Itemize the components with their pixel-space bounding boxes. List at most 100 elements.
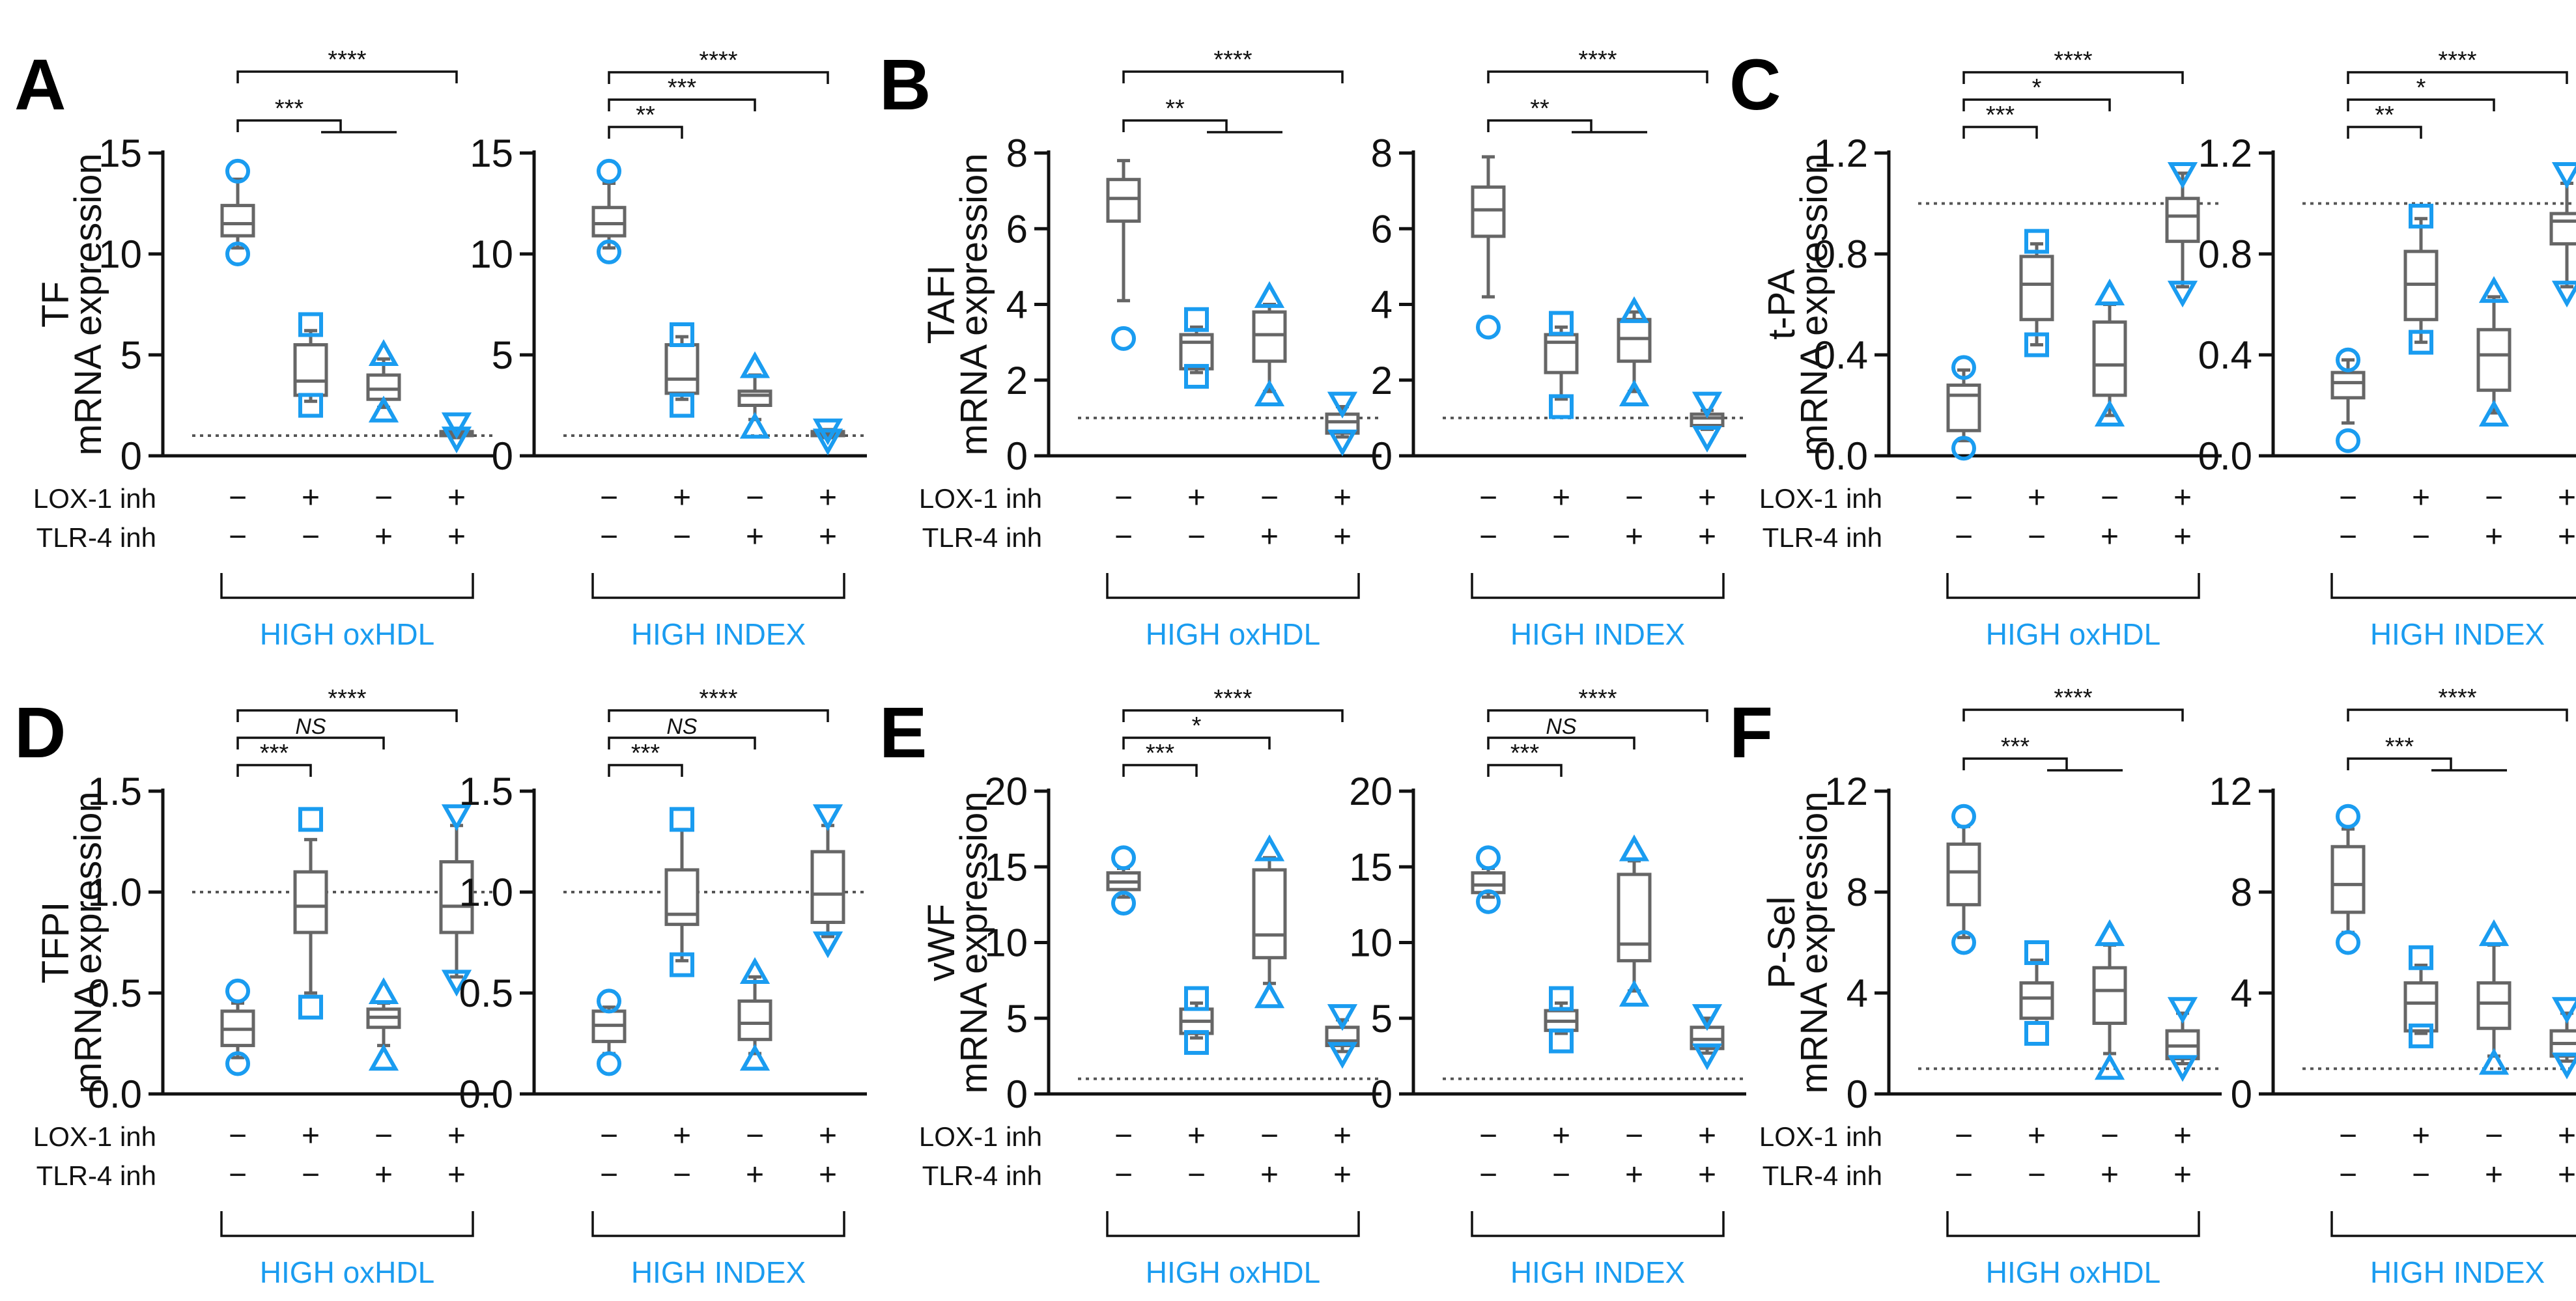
bracket — [1122, 70, 1344, 83]
y-axis-title: TAFI — [920, 265, 963, 344]
outlier-circle — [1951, 804, 1976, 829]
y-tick-label: 6 — [1371, 207, 1393, 251]
box-3 — [2092, 278, 2127, 427]
outlier-square — [2409, 1023, 2433, 1048]
outlier-square — [298, 312, 323, 337]
outlier-invtriangle — [2551, 1052, 2576, 1080]
box-iqr — [2549, 212, 2576, 245]
outlier-square — [2024, 229, 2049, 254]
tlr4-sign: − — [1187, 520, 1206, 554]
outlier-invtriangle — [1327, 1042, 1358, 1069]
box-iqr — [737, 999, 772, 1041]
y-axis-subtitle: mRNA expression — [953, 153, 995, 455]
y-axis-title: TFPI — [35, 902, 77, 984]
row-label-tlr4: TLR-4 inh — [36, 522, 156, 553]
outlier-square — [2024, 332, 2049, 357]
box-1 — [1106, 159, 1141, 351]
significance-2: **** — [1962, 684, 2184, 721]
lox1-sign: + — [2558, 481, 2576, 515]
box-2 — [1544, 986, 1579, 1054]
outlier-invtriangle — [812, 418, 843, 445]
lox1-sign: + — [1552, 481, 1570, 515]
outlier-invtriangle — [1327, 429, 1358, 456]
box-iqr — [1106, 178, 1141, 223]
box-4 — [810, 804, 845, 958]
box-iqr — [1252, 868, 1287, 960]
group-label: HIGH oxHDL — [1986, 1255, 2160, 1289]
lox1-sign: + — [447, 481, 466, 515]
panel-letter-b: B — [879, 45, 931, 125]
bracket — [608, 764, 683, 777]
significance-3: **** — [236, 685, 458, 722]
box-1 — [220, 158, 255, 266]
significance-label: * — [1192, 712, 1202, 740]
y-tick-label: 5 — [1006, 997, 1028, 1041]
box-iqr — [1179, 333, 1214, 371]
chart-c-index: 0.00.40.81.2*******−−+−−+++HIGH INDEX — [2198, 47, 2576, 651]
tlr4-sign: + — [2101, 1158, 2119, 1192]
bracket — [2347, 71, 2568, 84]
lox1-sign: + — [1698, 481, 1716, 515]
outlier-triangle — [2478, 276, 2510, 303]
outlier-square — [1184, 986, 1209, 1011]
bracket — [1122, 736, 1271, 749]
tlr4-sign: − — [600, 520, 618, 554]
group-bracket — [1946, 1211, 2200, 1237]
lox1-sign: − — [2485, 1119, 2503, 1153]
tlr4-sign: + — [375, 520, 393, 554]
outlier-circle — [2336, 804, 2360, 829]
box-iqr — [220, 204, 255, 238]
bracket — [1962, 71, 2184, 84]
lox1-sign: − — [2339, 1119, 2357, 1153]
bracket — [236, 709, 458, 722]
y-tick-label: 0.0 — [88, 1072, 142, 1116]
box-2 — [293, 807, 328, 1020]
outlier-square — [298, 807, 323, 832]
lox1-sign: − — [2485, 481, 2503, 515]
significance-label: **** — [1578, 46, 1617, 74]
tlr4-sign: + — [1698, 1158, 1716, 1192]
outlier-square — [2409, 203, 2433, 229]
y-tick-label: 4 — [2231, 972, 2252, 1015]
y-tick-label: 15 — [98, 132, 142, 175]
bracket — [1962, 757, 2068, 770]
tlr4-sign: − — [1479, 520, 1497, 554]
box-2 — [664, 322, 700, 418]
lox1-sign: − — [1625, 481, 1643, 515]
lox1-sign: − — [1479, 481, 1497, 515]
outlier-invtriangle — [2167, 281, 2198, 308]
group-bracket — [2330, 573, 2576, 599]
group-bracket — [1471, 1211, 1725, 1237]
box-iqr — [2330, 371, 2366, 400]
significance-2: **** — [2347, 684, 2568, 721]
group-label: HIGH INDEX — [2370, 617, 2545, 651]
tlr4-sign: + — [1698, 520, 1716, 554]
tlr4-sign: + — [819, 1158, 837, 1192]
box-4 — [439, 804, 474, 997]
tlr4-sign: − — [2412, 1158, 2430, 1192]
y-axis-subtitle: mRNA expression — [67, 791, 109, 1093]
bracket — [2347, 98, 2495, 111]
box-2 — [2019, 940, 2054, 1046]
y-tick-label: 0 — [1371, 1072, 1393, 1116]
lox1-sign: + — [673, 481, 691, 515]
box-iqr — [1617, 873, 1652, 962]
y-tick-label: 0.0 — [2198, 434, 2252, 478]
bracket — [236, 736, 385, 749]
box-iqr — [664, 868, 700, 927]
significance-label: **** — [328, 685, 366, 712]
y-tick-label: 0 — [1847, 1072, 1868, 1116]
lox1-sign: + — [302, 481, 320, 515]
outlier-triangle — [1619, 979, 1650, 1007]
significance-3: **** — [608, 47, 829, 84]
row-label-tlr4: TLR-4 inh — [1762, 1160, 1882, 1191]
box-1 — [1471, 845, 1506, 914]
tlr4-sign: + — [2485, 1158, 2503, 1192]
outlier-invtriangle — [441, 804, 472, 832]
significance-label: *** — [275, 95, 304, 122]
outlier-square — [670, 952, 694, 977]
box-1 — [591, 158, 627, 264]
